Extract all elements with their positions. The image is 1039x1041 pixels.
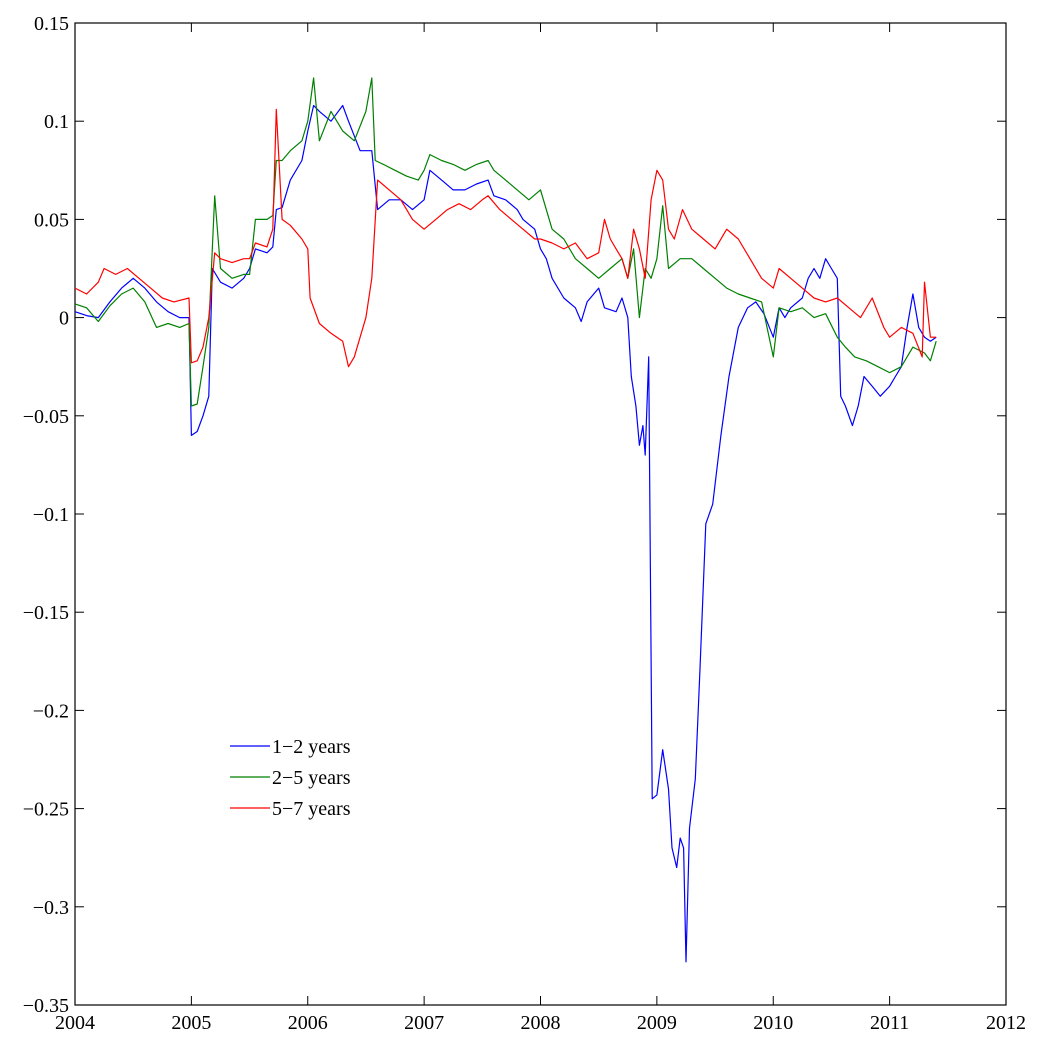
y-tick-label: −0.2 [33, 700, 69, 722]
plot-area [74, 22, 1007, 1006]
x-tick-label: 2011 [870, 1012, 909, 1034]
x-tick-label: 2012 [986, 1012, 1026, 1034]
series-line-3 [74, 108, 937, 368]
series-line-2 [74, 77, 937, 407]
legend-label: 5−7 years [272, 798, 351, 820]
y-tick-label: −0.3 [33, 897, 69, 919]
series-line-1 [74, 104, 937, 963]
x-tick-label: 2007 [404, 1012, 444, 1034]
y-tick-label: −0.15 [23, 602, 69, 624]
y-axis: −0.35 −0.3 −0.25 −0.2 −0.15 −0.1 −0.05 0 0.05 0.1… [23, 13, 1006, 1017]
legend-label: 2−5 years [272, 767, 351, 789]
x-tick-label: 2010 [753, 1012, 793, 1034]
x-tick-label: 2009 [637, 1012, 677, 1034]
y-tick-label: 0.05 [34, 209, 69, 231]
series-layer [74, 77, 937, 963]
y-tick-label: 0.15 [34, 13, 69, 35]
y-tick-label: −0.25 [23, 799, 69, 821]
legend: 1−2 years 2−5 years 5−7 years [230, 736, 351, 820]
legend-label: 1−2 years [272, 736, 351, 758]
y-tick-label: 0 [59, 308, 69, 330]
x-tick-label: 2004 [55, 1012, 95, 1034]
y-tick-label: −0.1 [33, 504, 69, 526]
y-tick-label: −0.05 [23, 406, 69, 428]
x-axis: 2004 2005 2006 2007 2008 2009 2010 2011 2012 [55, 23, 1026, 1034]
x-tick-label: 2006 [288, 1012, 328, 1034]
y-tick-label: 0.1 [44, 111, 69, 133]
x-tick-label: 2005 [171, 1012, 211, 1034]
x-tick-label: 2008 [521, 1012, 561, 1034]
y-tick-label: −0.35 [23, 995, 69, 1017]
